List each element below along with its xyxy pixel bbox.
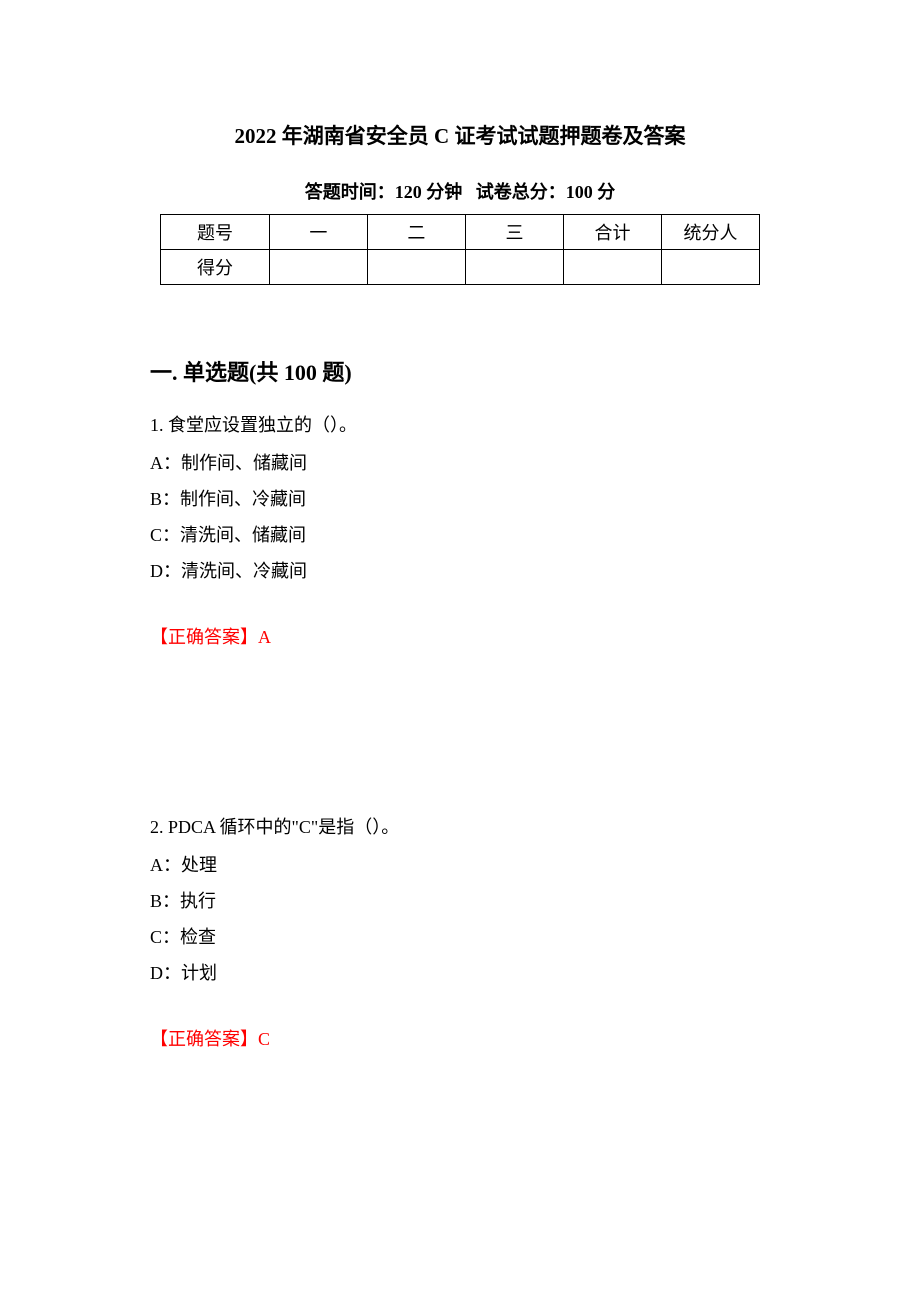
exam-info: 答题时间：120 分钟 试卷总分：100 分 bbox=[150, 178, 770, 204]
question-1: 1. 食堂应设置独立的（）。 A：制作间、储藏间 B：制作间、冷藏间 C：清洗间… bbox=[150, 407, 770, 649]
section-count: (共 100 题) bbox=[249, 360, 352, 385]
option-label: A bbox=[150, 453, 163, 473]
header-label-cell: 题号 bbox=[161, 215, 270, 250]
question-text: PDCA 循环中的"C"是指（）。 bbox=[168, 817, 399, 837]
question-text: 食堂应设置独立的（）。 bbox=[168, 415, 357, 435]
option-a: A：制作间、储藏间 bbox=[150, 445, 770, 481]
score-table: 题号 一 二 三 合计 统分人 得分 bbox=[160, 214, 760, 285]
answer: 【正确答案】C bbox=[150, 1025, 770, 1051]
option-c: C：清洗间、储藏间 bbox=[150, 517, 770, 553]
col-2: 二 bbox=[367, 215, 465, 250]
option-text: 检查 bbox=[180, 927, 216, 947]
option-label: A bbox=[150, 855, 163, 875]
answer-prefix: 【正确答案】 bbox=[150, 1029, 258, 1049]
option-text: 制作间、储藏间 bbox=[181, 453, 307, 473]
col-3: 三 bbox=[465, 215, 563, 250]
option-b: B：制作间、冷藏间 bbox=[150, 481, 770, 517]
score-cell bbox=[661, 250, 759, 285]
score-cell bbox=[465, 250, 563, 285]
score-cell bbox=[563, 250, 661, 285]
option-label: C bbox=[150, 927, 162, 947]
table-row: 得分 bbox=[161, 250, 760, 285]
question-stem: 1. 食堂应设置独立的（）。 bbox=[150, 407, 770, 443]
section-title: 一. 单选题(共 100 题) bbox=[150, 355, 770, 387]
section-number: 一 bbox=[150, 360, 172, 385]
option-text: 计划 bbox=[181, 963, 217, 983]
question-stem: 2. PDCA 循环中的"C"是指（）。 bbox=[150, 809, 770, 845]
option-a: A：处理 bbox=[150, 847, 770, 883]
option-b: B：执行 bbox=[150, 883, 770, 919]
option-text: 清洗间、冷藏间 bbox=[181, 561, 307, 581]
score-label-cell: 得分 bbox=[161, 250, 270, 285]
col-1: 一 bbox=[269, 215, 367, 250]
option-c: C：检查 bbox=[150, 919, 770, 955]
option-d: D：计划 bbox=[150, 955, 770, 991]
page-title: 2022 年湖南省安全员 C 证考试试题押题卷及答案 bbox=[150, 120, 770, 150]
option-label: D bbox=[150, 963, 163, 983]
table-row: 题号 一 二 三 合计 统分人 bbox=[161, 215, 760, 250]
option-text: 执行 bbox=[180, 891, 216, 911]
option-label: C bbox=[150, 525, 162, 545]
option-label: B bbox=[150, 891, 162, 911]
time-label: 答题时间：120 分钟 bbox=[305, 182, 463, 202]
answer-value: C bbox=[258, 1029, 270, 1049]
col-scorer: 统分人 bbox=[661, 215, 759, 250]
question-number: 1 bbox=[150, 415, 159, 435]
section-name: 单选题 bbox=[183, 360, 249, 385]
question-2: 2. PDCA 循环中的"C"是指（）。 A：处理 B：执行 C：检查 D：计划… bbox=[150, 809, 770, 1051]
question-number: 2 bbox=[150, 817, 159, 837]
col-total: 合计 bbox=[563, 215, 661, 250]
score-label: 试卷总分：100 分 bbox=[476, 182, 616, 202]
option-d: D：清洗间、冷藏间 bbox=[150, 553, 770, 589]
option-label: B bbox=[150, 489, 162, 509]
answer-value: A bbox=[258, 627, 271, 647]
score-cell bbox=[367, 250, 465, 285]
option-text: 清洗间、储藏间 bbox=[180, 525, 306, 545]
option-text: 处理 bbox=[181, 855, 217, 875]
score-cell bbox=[269, 250, 367, 285]
answer-prefix: 【正确答案】 bbox=[150, 627, 258, 647]
option-label: D bbox=[150, 561, 163, 581]
option-text: 制作间、冷藏间 bbox=[180, 489, 306, 509]
answer: 【正确答案】A bbox=[150, 623, 770, 649]
